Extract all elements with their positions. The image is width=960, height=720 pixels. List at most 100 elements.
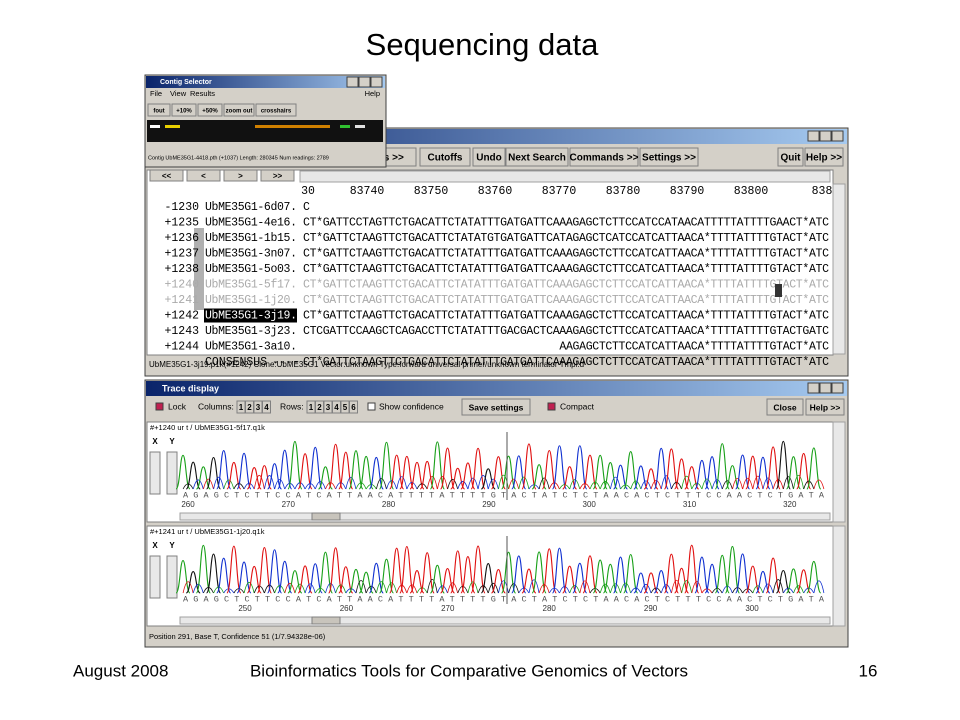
nav-button[interactable] [149, 169, 184, 182]
trace-peak [589, 481, 601, 490]
slide-date: August 2008 [73, 661, 168, 680]
trace-hscroll-thumb[interactable] [311, 512, 341, 521]
trace-peak [348, 568, 364, 594]
read-sequence: CT*GATTCTAAGTTCTGACATTCTATATTTGATGATTCAA… [303, 248, 829, 261]
contig-button[interactable] [147, 103, 171, 117]
trace-peak [487, 582, 499, 594]
trace-peak [304, 583, 316, 594]
ruler-label: 30 [301, 185, 315, 198]
trace-peak [663, 448, 679, 490]
help-button[interactable] [805, 398, 845, 416]
row-button[interactable] [349, 400, 358, 414]
compact-label: Compact [560, 401, 595, 411]
trace-peak [192, 479, 204, 490]
read-name: ---- [272, 356, 300, 369]
window-control[interactable] [807, 382, 820, 394]
trace-peak [264, 584, 275, 594]
zoom-slider[interactable] [166, 555, 178, 599]
trace-peak [569, 585, 581, 594]
toolbar-button-label: Cutoffs [428, 153, 463, 164]
contig-button[interactable] [255, 103, 297, 117]
close-button[interactable] [766, 398, 804, 416]
read-sequence: CT*GATTCTAAGTTCTGACATTCTATATGTGATGATTCAT… [303, 232, 829, 245]
toolbar-button[interactable] [639, 147, 699, 167]
contig-button-label: crosshairs [261, 109, 292, 115]
trace-peak [355, 580, 367, 594]
save-settings-button[interactable] [461, 398, 531, 416]
trace-peak [287, 570, 303, 594]
trace-peak [630, 587, 642, 594]
row-button-label: 4 [334, 403, 339, 412]
window-control[interactable] [831, 130, 844, 142]
trace-position: 320 [783, 500, 797, 509]
trace-peak [755, 570, 771, 594]
nav-button[interactable] [186, 169, 221, 182]
nav-button[interactable] [223, 169, 258, 182]
trace-peak [772, 579, 784, 594]
trace-header: #+1241 ur t / UbME35G1-1j20.q1k [150, 527, 265, 536]
trace-peak [338, 566, 354, 594]
read-name: UbME35G1-3j23. [205, 325, 297, 338]
ruler-label: 838 [812, 185, 833, 198]
read-name: UbME35G1-3j19. [205, 310, 297, 323]
contig-button[interactable] [223, 103, 255, 117]
zoom-slider[interactable] [149, 555, 161, 599]
nav-button-label: < [201, 172, 206, 181]
window-control[interactable] [370, 76, 383, 88]
trace-peak [294, 583, 306, 594]
trace-hscroll-thumb[interactable] [311, 616, 341, 625]
menu-item: View [170, 89, 187, 98]
window-control[interactable] [346, 76, 359, 88]
window-control[interactable] [358, 76, 371, 88]
trace-peak [203, 478, 214, 490]
window-control[interactable] [819, 382, 832, 394]
lock-checkbox[interactable] [155, 402, 164, 411]
contig-button[interactable] [197, 103, 223, 117]
trace-peak [762, 477, 774, 490]
trace-peak [406, 481, 418, 490]
trace-peak [429, 441, 445, 490]
trace-peak [277, 560, 293, 594]
nav-button-label: >> [273, 172, 283, 181]
trace-peak [460, 556, 476, 594]
zoom-slider[interactable] [166, 451, 178, 495]
confidence-checkbox[interactable] [367, 402, 376, 411]
contig-button[interactable] [171, 103, 197, 117]
trace-peak [691, 581, 703, 594]
contig-button-label: +50% [202, 109, 218, 115]
trace-peak [409, 570, 425, 594]
nav-button[interactable] [260, 169, 295, 182]
column-button[interactable] [262, 400, 271, 414]
toolbar-button[interactable] [472, 147, 506, 167]
toolbar-button[interactable] [505, 147, 569, 167]
toolbar-button[interactable] [777, 147, 804, 167]
trace-position: 300 [583, 500, 597, 509]
read-sequence: CTCGATTCCAAGCTCAGACCTTCTATATTTGACGACTCAA… [303, 325, 829, 338]
trace-position: 300 [745, 604, 759, 613]
zoom-slider[interactable] [149, 451, 161, 495]
window-control[interactable] [831, 382, 844, 394]
trace-bases: AGAGCTCTTCCATCATTAACATTTTATTTTGTACTATCTC… [183, 490, 825, 500]
compact-checkbox[interactable] [547, 402, 556, 411]
toolbar-button[interactable] [804, 147, 844, 167]
trace-peak [671, 481, 682, 490]
read-number: CONSENSUS [205, 356, 267, 369]
menu-item: Results [190, 89, 215, 98]
trace-peak [742, 477, 754, 490]
trace-peak [511, 455, 527, 490]
trace-peak [640, 584, 652, 594]
trace-peak [498, 474, 509, 490]
trace-peak [378, 441, 395, 490]
toolbar-button[interactable] [419, 147, 471, 167]
trace-peak [253, 474, 265, 490]
window-control[interactable] [819, 130, 832, 142]
trace-peak [477, 585, 489, 594]
contig-selector-titlebar [146, 76, 385, 88]
row-button-label: 3 [326, 403, 331, 412]
trace-peak [806, 560, 822, 594]
toolbar-button[interactable] [569, 147, 639, 167]
window-control[interactable] [807, 130, 820, 142]
read-name: UbME35G1-3a10. [205, 341, 297, 354]
read-name: UbME35G1-5f17. [205, 279, 297, 292]
trace-peak [684, 466, 700, 490]
